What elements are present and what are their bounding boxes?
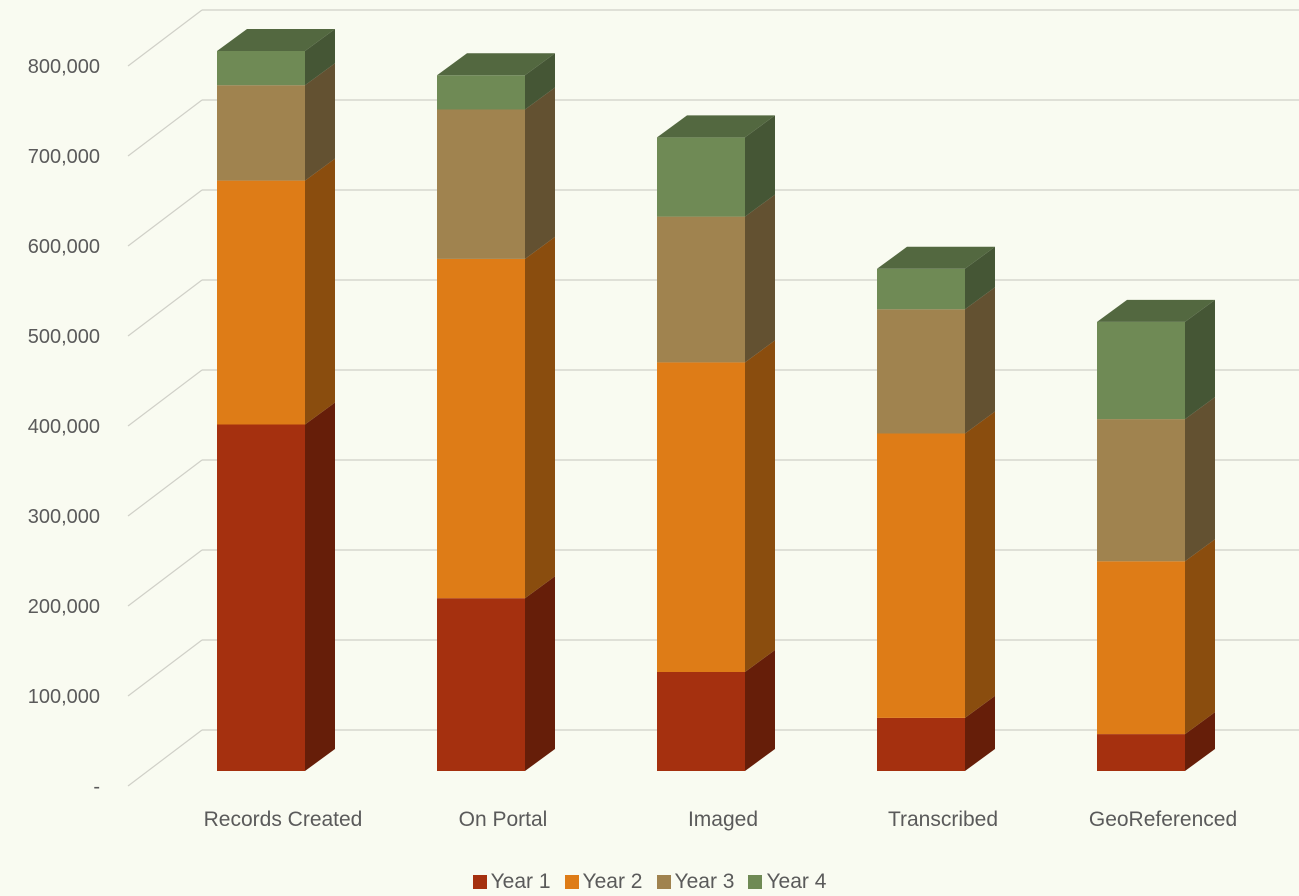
y-tick-label: 200,000: [28, 596, 100, 618]
bar-year-3: [877, 309, 965, 434]
gridline-depth: [127, 9, 203, 67]
bar-year-1-side: [745, 650, 775, 771]
legend-label: Year 4: [766, 870, 827, 893]
bar-year-3: [437, 109, 525, 259]
bar-year-2-side: [305, 158, 335, 425]
bar-year-1: [1097, 734, 1185, 771]
y-tick-label: 700,000: [28, 146, 100, 168]
bar-year-3: [657, 216, 745, 363]
bar-year-1: [657, 672, 745, 771]
legend-swatch: [472, 875, 487, 889]
bar-year-2: [1097, 561, 1185, 735]
x-tick-label: Transcribed: [888, 808, 998, 831]
bar-year-4-side: [525, 53, 555, 110]
gridline-depth: [127, 729, 203, 787]
bar-stack-georeferenced: [1097, 299, 1215, 771]
bar-year-1-side: [305, 402, 335, 771]
gridline-depth: [127, 189, 203, 247]
y-tick-label: 600,000: [28, 236, 100, 258]
gridline-depth: [127, 639, 203, 697]
bar-year-3-side: [525, 87, 555, 259]
legend-label: Year 1: [490, 870, 551, 893]
gridline-depth: [127, 459, 203, 517]
bar-year-4-top: [1097, 299, 1215, 322]
bar-year-1: [437, 598, 525, 771]
x-tick-label: GeoReferenced: [1089, 808, 1237, 831]
bar-year-4-top: [877, 246, 995, 269]
bar-stack-transcribed: [877, 246, 995, 771]
bar-year-4-top: [657, 115, 775, 138]
x-tick-label: Imaged: [688, 808, 758, 831]
legend-item: Year 1: [472, 870, 551, 894]
legend-item: Year 2: [564, 870, 643, 894]
bar-year-1-side: [1185, 712, 1215, 771]
bar-year-2-side: [1185, 539, 1215, 735]
bar-year-2: [217, 180, 305, 425]
legend-swatch: [748, 875, 763, 889]
y-tick-label: 800,000: [28, 56, 100, 78]
bar-year-2-side: [965, 411, 995, 718]
bar-year-2: [437, 258, 525, 599]
bar-year-3-side: [305, 63, 335, 181]
bar-year-1-side: [965, 695, 995, 771]
bar-stack-imaged: [657, 115, 775, 771]
y-tick-label: 100,000: [28, 686, 100, 708]
legend-label: Year 2: [582, 870, 643, 893]
y-tick-label: -: [93, 776, 100, 798]
bar-year-4-top: [217, 29, 335, 51]
bar-year-4-side: [745, 115, 775, 217]
bar-year-2: [877, 433, 965, 718]
gridline-depth: [127, 369, 203, 427]
bar-year-2-side: [745, 340, 775, 672]
bar-year-4-top: [437, 53, 555, 76]
bar-year-4: [657, 137, 745, 217]
x-tick-label: Records Created: [204, 808, 363, 831]
y-tick-label: 400,000: [28, 416, 100, 438]
bar-year-4: [217, 51, 305, 86]
gridline-depth: [127, 549, 203, 607]
legend-swatch: [656, 875, 671, 889]
bar-year-3-side: [965, 287, 995, 434]
bar-year-4-side: [1185, 299, 1215, 420]
bar-year-1: [217, 424, 305, 771]
y-tick-label: 300,000: [28, 506, 100, 528]
y-tick-label: 500,000: [28, 326, 100, 348]
bar-year-4: [1097, 321, 1185, 420]
bar-year-3-side: [745, 194, 775, 363]
bar-stack-records-created: [217, 29, 335, 771]
bar-year-4-side: [305, 29, 335, 86]
legend: Year 1 Year 2 Year 3 Year 4: [0, 870, 1299, 894]
bar-year-3: [1097, 419, 1185, 562]
legend-swatch: [564, 875, 579, 889]
bar-year-2: [657, 362, 745, 672]
legend-item: Year 4: [748, 870, 826, 894]
x-tick-label: On Portal: [459, 808, 548, 831]
bar-stack-on-portal: [437, 53, 555, 771]
bar-year-4: [437, 75, 525, 110]
bar-year-3-side: [1185, 397, 1215, 562]
bar-year-1: [877, 717, 965, 771]
bar-year-2-side: [525, 236, 555, 599]
gridline-depth: [127, 99, 203, 157]
legend-item: Year 3: [656, 870, 735, 894]
gridline-depth: [127, 279, 203, 337]
bar-year-1-side: [525, 576, 555, 771]
bar-year-4: [877, 268, 965, 310]
bar-year-4-side: [965, 246, 995, 310]
bar-year-3: [217, 85, 305, 181]
legend-label: Year 3: [674, 870, 735, 893]
